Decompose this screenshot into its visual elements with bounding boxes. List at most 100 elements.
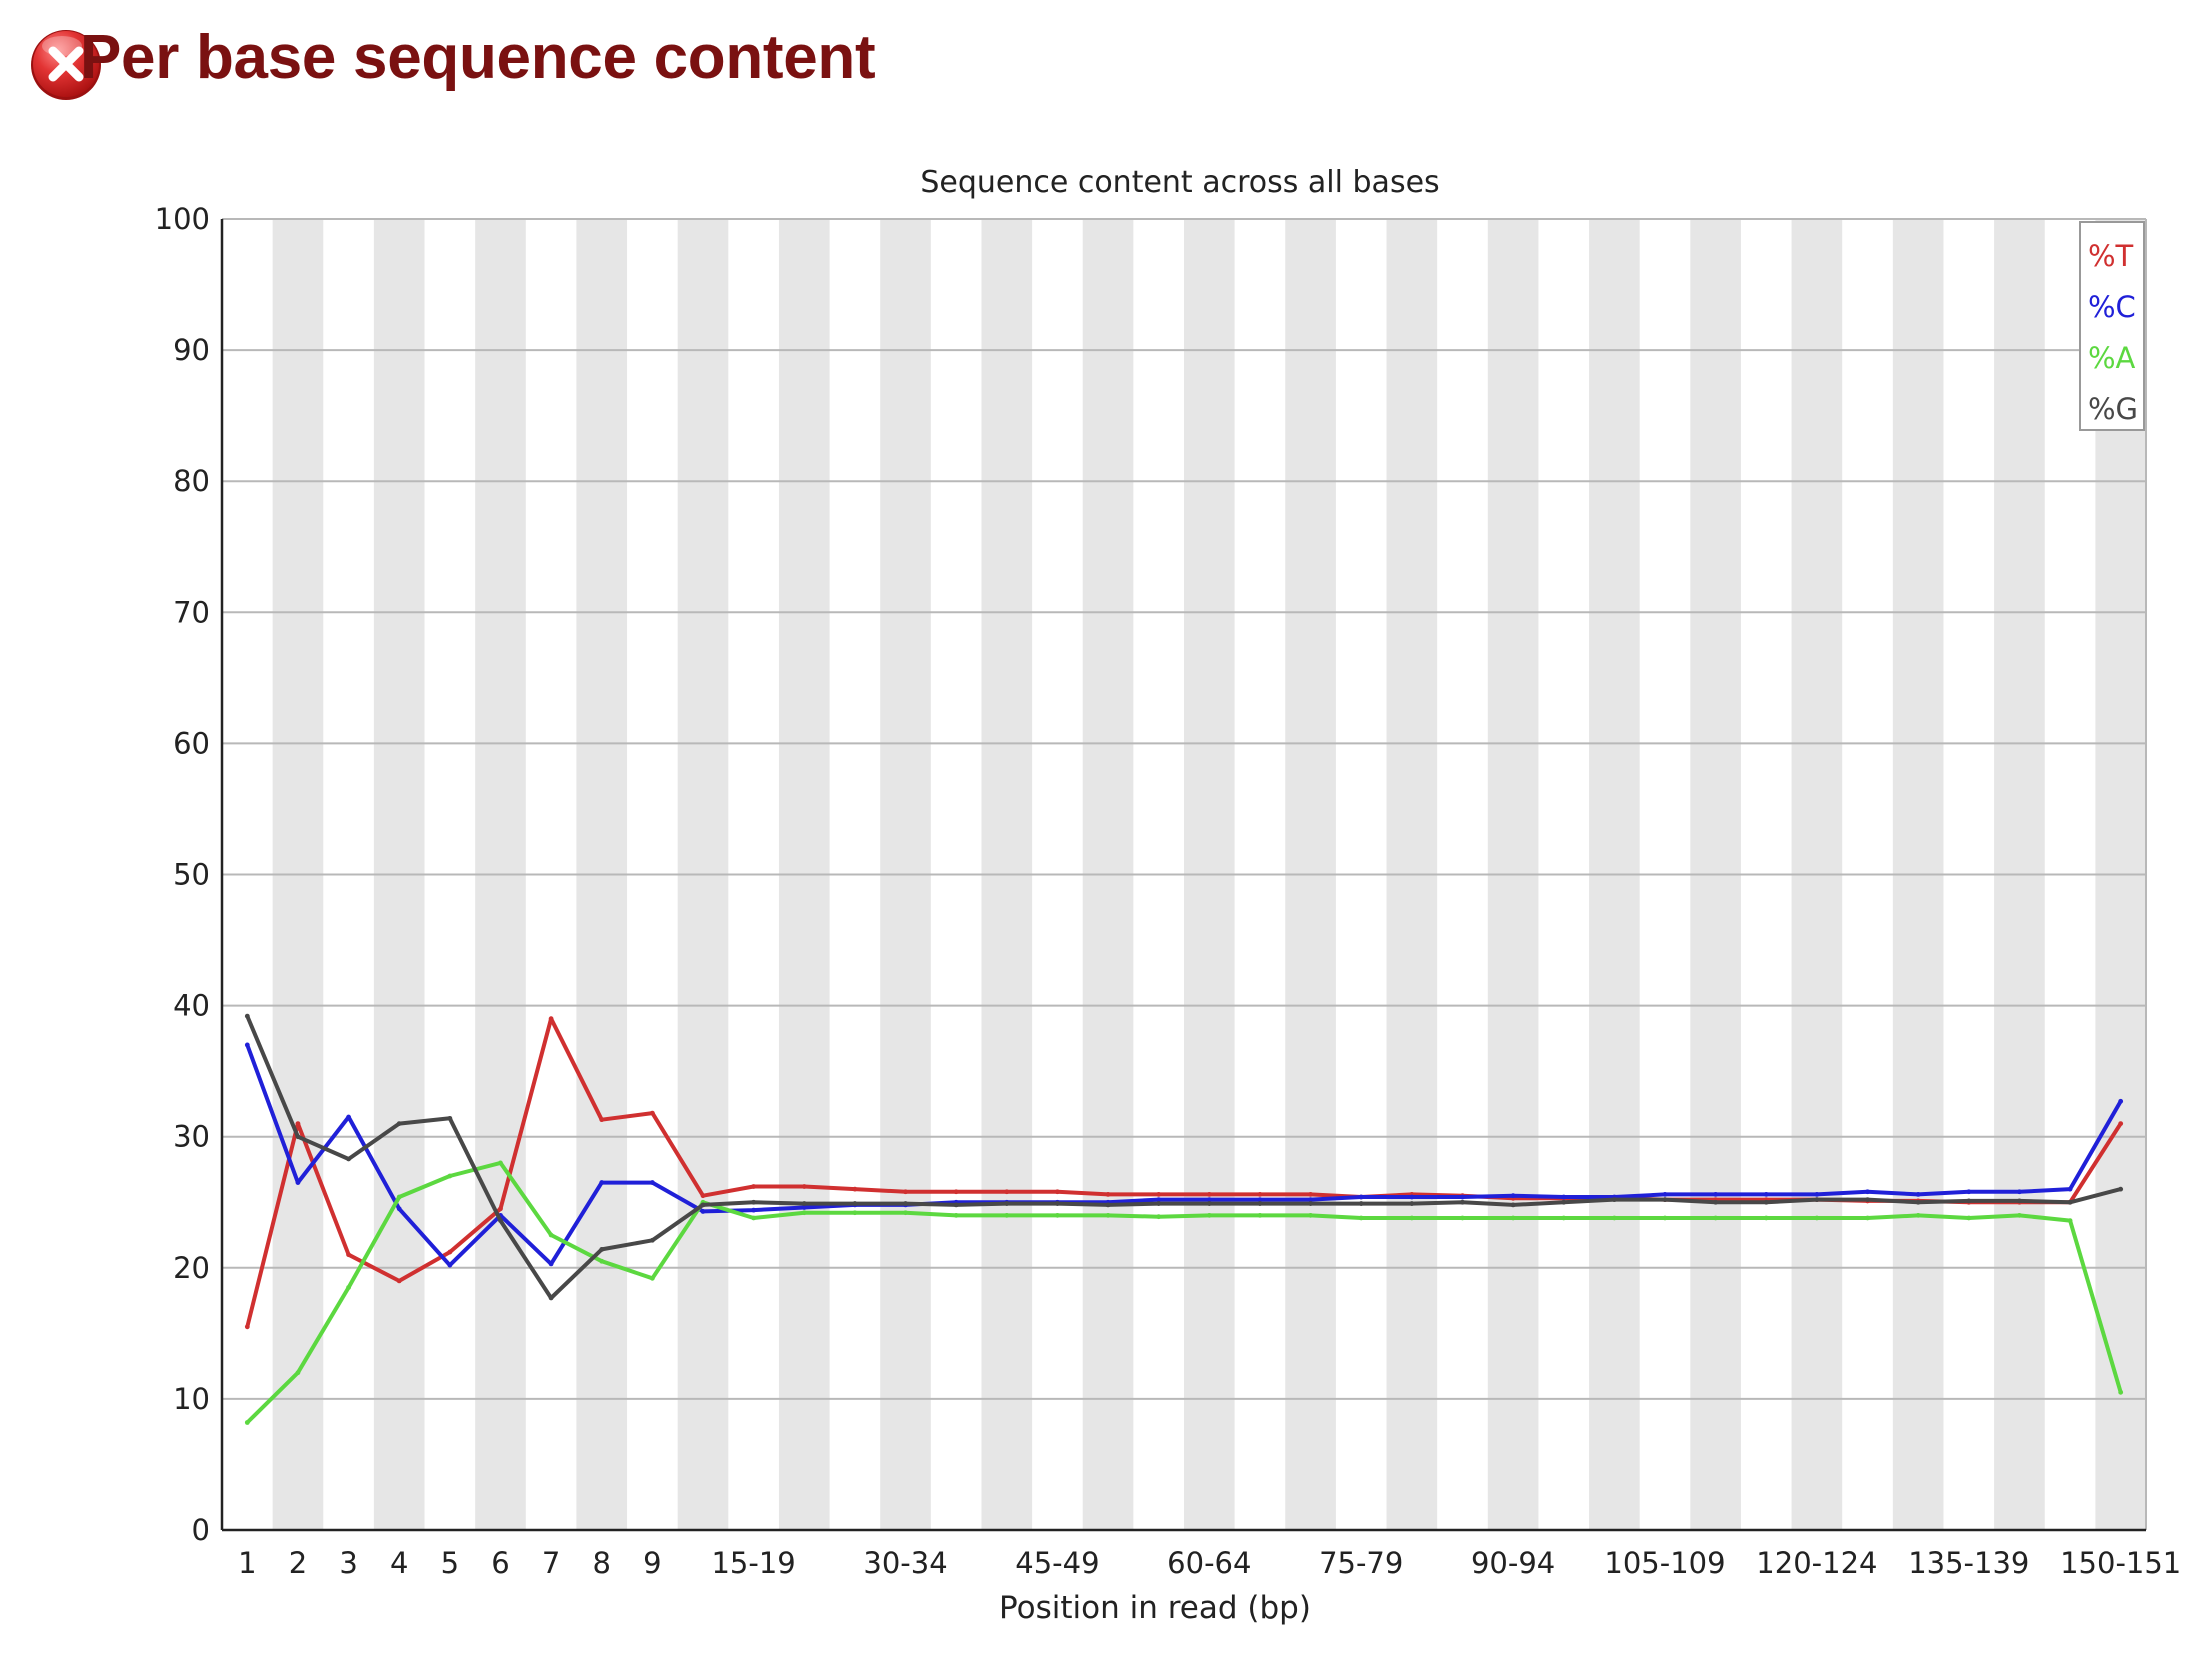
data-point xyxy=(1358,1194,1364,1200)
data-point xyxy=(548,1261,554,1267)
data-point xyxy=(2118,1186,2124,1192)
data-point xyxy=(1257,1197,1263,1203)
data-point xyxy=(1763,1215,1769,1221)
data-point xyxy=(1865,1189,1870,1195)
legend: %T %C %A %G xyxy=(2079,221,2145,431)
x-tick-label: 9 xyxy=(643,1546,661,1580)
data-point xyxy=(1257,1201,1263,1206)
data-point xyxy=(1814,1191,1820,1197)
data-point xyxy=(2017,1189,2022,1195)
data-point xyxy=(1055,1189,1060,1195)
legend-entry: %C xyxy=(2088,290,2136,324)
data-point xyxy=(1206,1212,1212,1218)
x-tick-label: 150-151 xyxy=(2060,1546,2181,1580)
y-tick-labels: 0 10 20 30 40 50 60 70 80 90 100 xyxy=(155,202,210,1547)
x-tick-label: 2 xyxy=(289,1546,307,1580)
data-point xyxy=(1662,1215,1668,1221)
data-point xyxy=(1814,1197,1820,1203)
data-point xyxy=(1713,1191,1719,1197)
data-point xyxy=(1662,1191,1668,1197)
data-point xyxy=(953,1212,959,1218)
data-point xyxy=(599,1117,605,1123)
data-point xyxy=(498,1160,503,1166)
x-tick-label: 8 xyxy=(593,1546,611,1580)
data-point xyxy=(498,1218,503,1224)
data-point xyxy=(447,1115,453,1121)
x-tick-label: 60-64 xyxy=(1167,1546,1251,1580)
data-point xyxy=(953,1189,959,1195)
data-point xyxy=(244,1013,250,1019)
data-point xyxy=(1915,1191,1921,1197)
y-tick-label: 40 xyxy=(173,989,210,1023)
data-point xyxy=(649,1110,655,1116)
data-point xyxy=(1966,1189,1972,1195)
data-point xyxy=(1713,1215,1719,1221)
y-tick-label: 100 xyxy=(155,202,210,236)
data-point xyxy=(2017,1212,2022,1218)
data-point xyxy=(903,1201,908,1206)
data-point xyxy=(953,1202,959,1208)
data-point xyxy=(396,1194,402,1200)
data-point xyxy=(1206,1201,1212,1206)
data-point xyxy=(1814,1215,1820,1221)
data-point xyxy=(548,1016,554,1022)
data-point xyxy=(1156,1201,1162,1206)
series-line-G xyxy=(245,1015,2122,1300)
data-point xyxy=(1206,1197,1212,1203)
data-point xyxy=(1358,1215,1364,1221)
y-tick-label: 60 xyxy=(173,726,210,760)
x-tick-label: 105-109 xyxy=(1604,1546,1725,1580)
data-point xyxy=(1662,1197,1668,1203)
data-point xyxy=(852,1201,858,1206)
data-point xyxy=(396,1278,402,1284)
data-point xyxy=(2017,1198,2022,1204)
legend-box xyxy=(2079,221,2145,431)
data-point xyxy=(1308,1197,1313,1203)
data-point xyxy=(2067,1186,2073,1192)
data-point xyxy=(1510,1193,1516,1199)
y-tick-label: 20 xyxy=(173,1251,210,1285)
x-tick-label: 90-94 xyxy=(1471,1546,1555,1580)
data-point xyxy=(1763,1199,1769,1205)
series-line-C xyxy=(245,1044,2123,1268)
data-point xyxy=(2118,1389,2124,1395)
data-point xyxy=(1257,1191,1263,1197)
data-point xyxy=(1460,1215,1465,1221)
data-point xyxy=(1460,1199,1465,1205)
data-point xyxy=(751,1184,757,1189)
data-point xyxy=(599,1247,605,1252)
data-point xyxy=(2118,1121,2124,1126)
data-point xyxy=(1156,1191,1162,1197)
data-point xyxy=(801,1184,807,1189)
data-point xyxy=(346,1156,351,1162)
data-point xyxy=(244,1324,250,1330)
data-point xyxy=(852,1186,858,1192)
data-point xyxy=(1966,1215,1972,1221)
data-point xyxy=(1561,1215,1567,1221)
x-tick-labels: 1 2 3 4 5 6 7 8 9 15-19 30-34 45-49 60-64 75-79 90-94 1… xyxy=(238,1546,2181,1580)
y-tick-label: 10 xyxy=(173,1382,210,1416)
data-point xyxy=(1055,1212,1060,1218)
data-point xyxy=(1561,1199,1567,1205)
data-point xyxy=(447,1249,453,1255)
data-point xyxy=(244,1420,250,1425)
chart-title: Sequence content across all bases xyxy=(920,165,1439,200)
data-point xyxy=(1460,1194,1465,1200)
error-x-icon xyxy=(31,30,101,100)
data-point xyxy=(801,1205,807,1210)
data-point xyxy=(1308,1201,1313,1206)
legend-entry: %T xyxy=(2088,239,2134,273)
data-point xyxy=(2067,1199,2073,1205)
data-point xyxy=(649,1180,655,1185)
x-tick-label: 1 xyxy=(238,1546,256,1580)
data-point xyxy=(244,1042,250,1048)
x-tick-label: 135-139 xyxy=(1908,1546,2029,1580)
data-point xyxy=(1308,1212,1313,1218)
page-title: Per base sequence content xyxy=(80,23,876,92)
x-tick-label: 15-19 xyxy=(711,1546,795,1580)
data-point xyxy=(801,1201,807,1206)
data-point xyxy=(751,1199,757,1205)
data-point xyxy=(649,1275,655,1281)
series-lines xyxy=(244,1013,2124,1425)
